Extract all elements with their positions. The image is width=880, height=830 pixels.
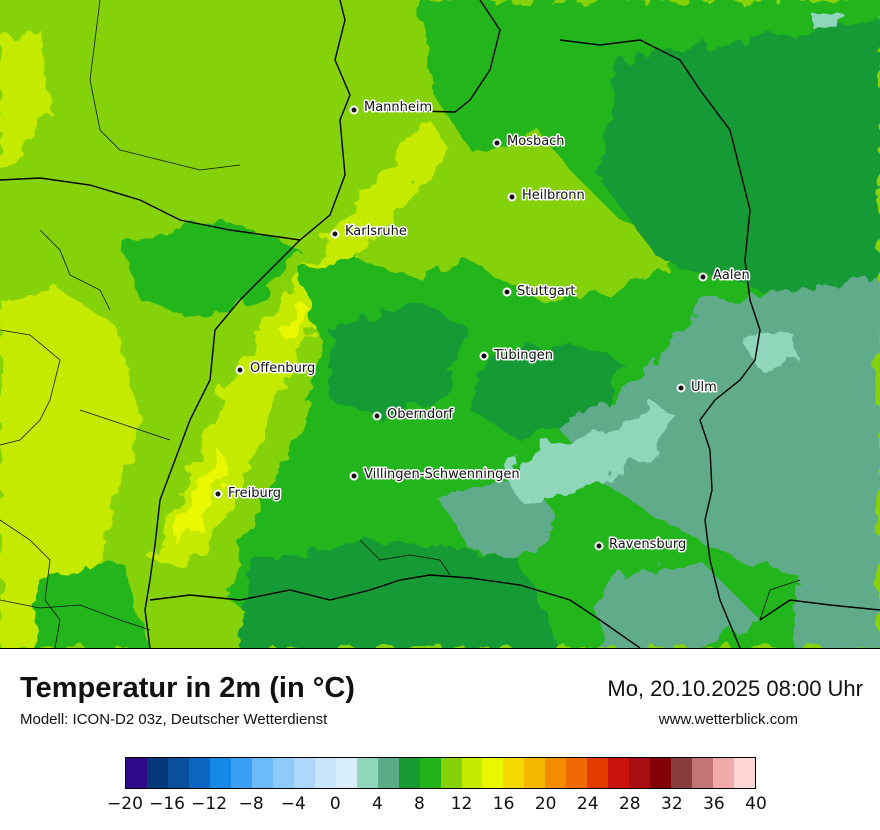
city-marker-mosbach [492, 138, 502, 148]
legend-swatch [650, 758, 672, 788]
city-tuebingen[interactable]: Tübingen [479, 347, 555, 365]
city-marker-stuttgart [502, 287, 512, 297]
legend-swatch [419, 758, 441, 788]
legend-swatch [398, 758, 420, 788]
legend-tick-label: −12 [191, 794, 228, 814]
legend-swatch [188, 758, 210, 788]
city-marker-karlsruhe [330, 229, 340, 239]
forecast-datetime: Mo, 20.10.2025 08:00 Uhr [607, 676, 863, 701]
city-oberndorf[interactable]: Oberndorf [372, 406, 455, 424]
map-title: Temperatur in 2m (in °C) [20, 672, 355, 704]
city-marker-ravensburg [594, 541, 604, 551]
legend-swatch [629, 758, 651, 788]
legend-swatch [566, 758, 588, 788]
legend-swatch [230, 758, 252, 788]
legend-swatch [713, 758, 735, 788]
city-label-villingen-schwenningen: Villingen-Schwenningen [364, 467, 520, 482]
legend-swatch [524, 758, 546, 788]
legend-tick-label: −4 [280, 794, 306, 814]
city-marker-mannheim [349, 105, 359, 115]
city-markers: Mannheim Mosbach Heilbronn Karlsruhe Aal… [213, 99, 751, 554]
city-marker-ulm [676, 383, 686, 393]
city-marker-freiburg [213, 489, 223, 499]
legend-swatch [608, 758, 630, 788]
city-label-ravensburg: Ravensburg [609, 537, 686, 552]
city-ravensburg[interactable]: Ravensburg [594, 536, 688, 554]
city-karlsruhe[interactable]: Karlsruhe [330, 223, 408, 241]
city-freiburg[interactable]: Freiburg [213, 485, 283, 503]
legend-swatch [209, 758, 231, 788]
legend-swatch [461, 758, 483, 788]
legend-swatch [440, 758, 462, 788]
model-source: Modell: ICON-D2 03z, Deutscher Wetterdie… [20, 711, 328, 728]
temperature-field [0, 0, 880, 648]
city-marker-oberndorf [372, 411, 382, 421]
city-label-aalen: Aalen [713, 268, 750, 283]
legend-swatch [335, 758, 357, 788]
city-ulm[interactable]: Ulm [676, 379, 718, 397]
legend-swatch [356, 758, 378, 788]
temperature-map: Mannheim Mosbach Heilbronn Karlsruhe Aal… [0, 0, 880, 649]
website-link[interactable]: www.wetterblick.com [658, 711, 798, 728]
legend-tick-labels: −20 −16 −12 −8 −4 0 4 8 12 16 20 24 28 32 36 40 [107, 794, 767, 818]
city-marker-offenburg [235, 365, 245, 375]
district-borders [0, 0, 801, 648]
legend-swatch [272, 758, 294, 788]
city-marker-heilbronn [507, 192, 517, 202]
city-aalen[interactable]: Aalen [698, 267, 751, 285]
legend-tick-label: 8 [414, 794, 425, 814]
legend-swatch [503, 758, 525, 788]
city-label-offenburg: Offenburg [250, 361, 315, 376]
city-label-heilbronn: Heilbronn [522, 188, 585, 203]
legend-swatch [126, 758, 147, 788]
city-marker-aalen [698, 272, 708, 282]
legend-tick-label: 36 [703, 794, 725, 814]
city-offenburg[interactable]: Offenburg [235, 360, 317, 378]
legend-swatch [671, 758, 693, 788]
legend-swatch [692, 758, 714, 788]
legend-swatch [293, 758, 315, 788]
legend-tick-label: −16 [149, 794, 186, 814]
city-label-freiburg: Freiburg [228, 486, 281, 501]
legend-tick-label: 32 [661, 794, 683, 814]
city-label-karlsruhe: Karlsruhe [345, 224, 407, 239]
city-mosbach[interactable]: Mosbach [492, 133, 566, 151]
city-label-ulm: Ulm [691, 380, 717, 395]
legend-swatch [545, 758, 567, 788]
map-canvas: Mannheim Mosbach Heilbronn Karlsruhe Aal… [0, 0, 880, 648]
legend-tick-label: −20 [107, 794, 143, 814]
legend-tick-label: 4 [371, 794, 383, 814]
legend-swatch [167, 758, 189, 788]
legend-tick-label: 28 [618, 794, 641, 814]
legend-swatch [482, 758, 504, 788]
legend-tick-label: 12 [450, 794, 473, 814]
city-villingen-schwenningen[interactable]: Villingen-Schwenningen [349, 466, 521, 484]
legend-tick-label: 0 [329, 794, 341, 814]
city-label-mannheim: Mannheim [364, 100, 432, 115]
legend-tick-label: 20 [534, 794, 557, 814]
city-mannheim[interactable]: Mannheim [349, 99, 434, 117]
city-label-oberndorf: Oberndorf [387, 407, 453, 422]
city-label-mosbach: Mosbach [507, 134, 565, 149]
city-label-stuttgart: Stuttgart [517, 284, 575, 299]
legend-swatch [734, 758, 756, 788]
legend-swatch [587, 758, 609, 788]
legend-tick-label: 16 [492, 794, 515, 814]
legend-tick-label: −8 [238, 794, 264, 814]
city-marker-villingen-schwenningen [349, 471, 359, 481]
legend-swatch [146, 758, 168, 788]
legend-swatch [314, 758, 336, 788]
state-borders [0, 0, 880, 648]
city-heilbronn[interactable]: Heilbronn [507, 187, 586, 205]
city-label-tuebingen: Tübingen [493, 348, 553, 363]
city-stuttgart[interactable]: Stuttgart [502, 283, 577, 301]
color-legend [125, 757, 756, 789]
legend-swatch [377, 758, 399, 788]
legend-tick-label: 24 [576, 794, 599, 814]
legend-tick-label: 40 [745, 794, 767, 814]
city-marker-tuebingen [479, 351, 489, 361]
legend-swatch [251, 758, 273, 788]
